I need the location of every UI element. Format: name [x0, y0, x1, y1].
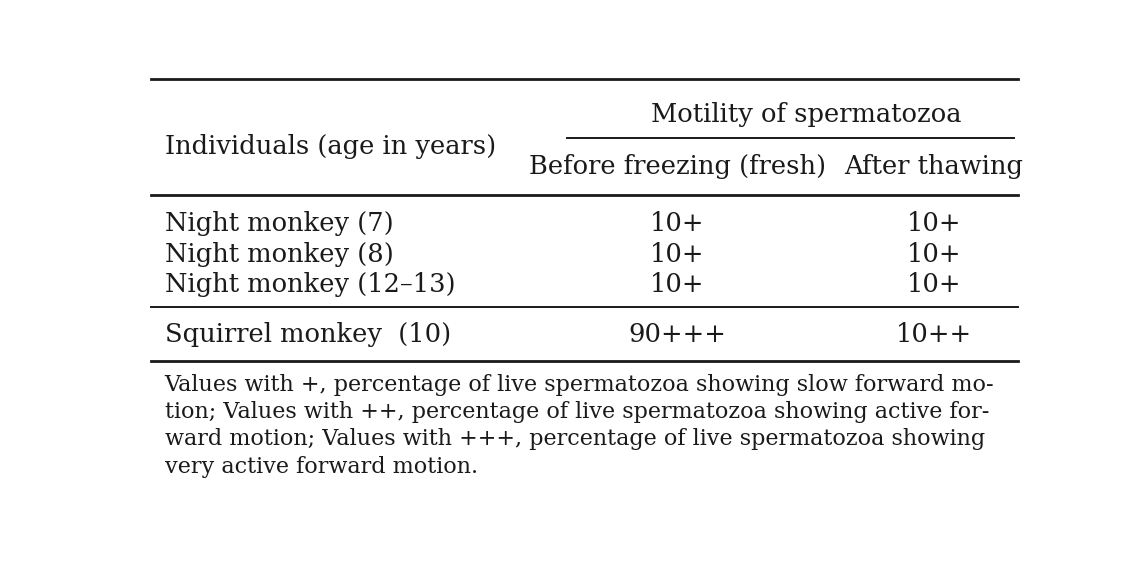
- Text: After thawing: After thawing: [844, 154, 1023, 179]
- Text: Squirrel monkey  (10): Squirrel monkey (10): [164, 323, 451, 348]
- Text: Before freezing (fresh): Before freezing (fresh): [529, 154, 826, 179]
- Text: 90+++: 90+++: [629, 323, 727, 348]
- Text: 10+: 10+: [650, 241, 705, 266]
- Text: 10+: 10+: [650, 272, 705, 297]
- Text: Individuals (age in years): Individuals (age in years): [164, 135, 496, 160]
- Text: ward motion; Values with +++, percentage of live spermatozoa showing: ward motion; Values with +++, percentage…: [164, 428, 985, 450]
- Text: 10+: 10+: [907, 272, 962, 297]
- Text: 10+: 10+: [907, 211, 962, 236]
- Text: very active forward motion.: very active forward motion.: [164, 456, 478, 478]
- Text: 10+: 10+: [650, 211, 705, 236]
- Text: tion; Values with ++, percentage of live spermatozoa showing active for-: tion; Values with ++, percentage of live…: [164, 402, 989, 423]
- Text: 10+: 10+: [907, 241, 962, 266]
- Text: Night monkey (12–13): Night monkey (12–13): [164, 272, 455, 297]
- Text: Motility of spermatozoa: Motility of spermatozoa: [650, 102, 961, 127]
- Text: Night monkey (8): Night monkey (8): [164, 241, 394, 266]
- Text: 10++: 10++: [896, 323, 972, 348]
- Text: Values with +, percentage of live spermatozoa showing slow forward mo-: Values with +, percentage of live sperma…: [164, 374, 994, 396]
- Text: Night monkey (7): Night monkey (7): [164, 211, 394, 236]
